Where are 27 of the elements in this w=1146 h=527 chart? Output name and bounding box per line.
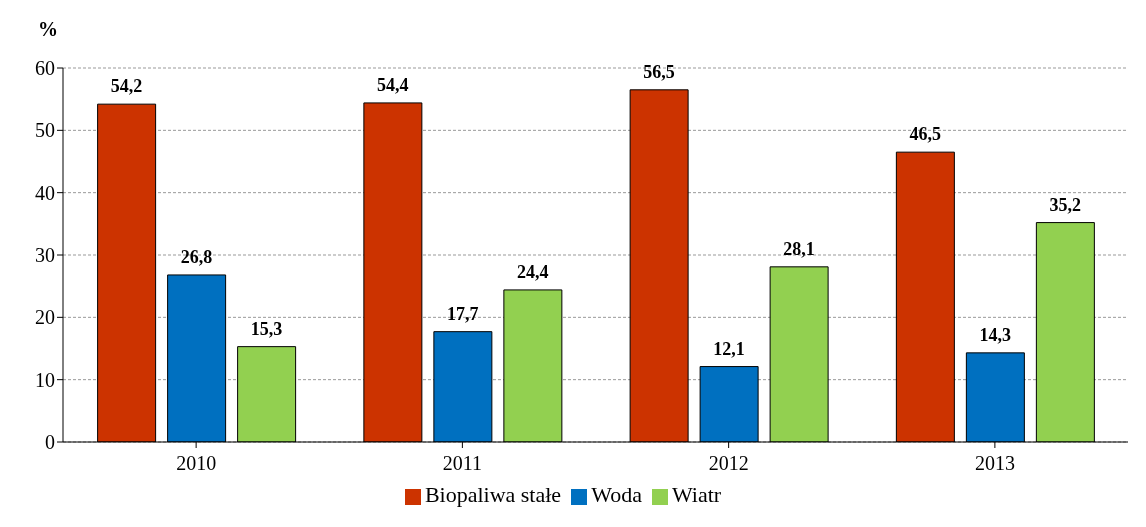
data-label: 28,1 bbox=[783, 238, 815, 259]
y-tick-label: 20 bbox=[35, 306, 55, 329]
x-tick-label: 2012 bbox=[708, 452, 749, 475]
data-label: 26,8 bbox=[180, 246, 213, 267]
data-label: 12,1 bbox=[713, 338, 745, 359]
data-label: 24,4 bbox=[517, 261, 549, 282]
y-tick-label: 10 bbox=[35, 368, 55, 391]
legend-label: Wiatr bbox=[671, 482, 722, 507]
y-tick-label: 30 bbox=[35, 244, 55, 267]
data-label: 54,2 bbox=[110, 76, 143, 97]
data-label: 46,5 bbox=[909, 124, 942, 145]
y-tick-label: 50 bbox=[35, 119, 55, 142]
x-tick-label: 2013 bbox=[974, 452, 1015, 475]
x-tick-label: 2010 bbox=[176, 452, 217, 475]
y-tick-label: 0 bbox=[45, 431, 55, 454]
data-label: 54,4 bbox=[377, 74, 409, 95]
y-axis-title: % bbox=[38, 18, 58, 41]
y-tick-label: 60 bbox=[35, 57, 55, 80]
data-label: 35,2 bbox=[1049, 194, 1082, 215]
legend-label: Biopaliwa stałe bbox=[424, 482, 562, 507]
x-tick-label: 2011 bbox=[442, 452, 483, 475]
legend-label: Woda bbox=[591, 482, 642, 507]
data-label: 14,3 bbox=[979, 324, 1012, 345]
data-label: 17,7 bbox=[447, 303, 479, 324]
data-label: 56,5 bbox=[643, 61, 675, 82]
data-label: 15,3 bbox=[250, 318, 283, 339]
y-tick-label: 40 bbox=[35, 181, 55, 204]
